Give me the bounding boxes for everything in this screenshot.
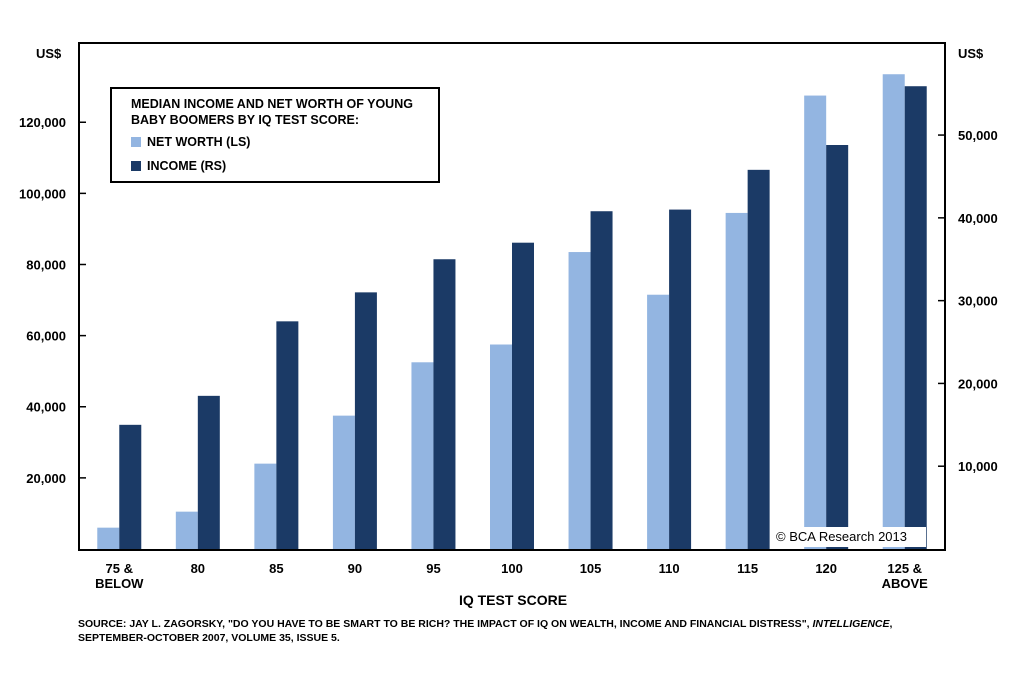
right-tick-label-0: 10,000 (958, 459, 998, 474)
category-label-3-0: 90 (348, 561, 362, 576)
income-bar-4 (433, 259, 456, 549)
source-note: SOURCE: JAY L. ZAGORSKY, "DO YOU HAVE TO… (78, 617, 958, 645)
income-bar-9 (826, 145, 849, 549)
category-label-6-0: 105 (580, 561, 602, 576)
net-worth-bar-3 (332, 415, 355, 549)
left-tick-label-5: 120,000 (19, 115, 66, 130)
legend-item-net-worth: NET WORTH (LS) (131, 135, 250, 149)
income-bar-2 (276, 321, 299, 549)
category-label-10-0: 125 & (887, 561, 922, 576)
right-tick-label-3: 40,000 (958, 211, 998, 226)
category-label-10-1: ABOVE (882, 576, 929, 591)
left-tick-label-4: 100,000 (19, 186, 66, 201)
source-journal: INTELLIGENCE (812, 618, 890, 630)
net-worth-bar-9 (804, 95, 827, 550)
plot-frame (78, 42, 946, 551)
income-bar-0 (119, 424, 142, 549)
income-bar-1 (197, 395, 220, 549)
category-label-5-0: 100 (501, 561, 523, 576)
legend-item-income: INCOME (RS) (131, 159, 226, 173)
source-line2: SEPTEMBER-OCTOBER 2007, VOLUME 35, ISSUE… (78, 632, 340, 644)
category-label-8-0: 115 (737, 561, 758, 576)
net-worth-bar-7 (647, 294, 670, 549)
source-text-after: , (889, 618, 893, 630)
net-worth-bar-5 (490, 344, 512, 549)
net-worth-bar-0 (97, 527, 120, 549)
legend-label-net-worth: NET WORTH (LS) (147, 135, 251, 149)
left-tick-label-1: 40,000 (26, 400, 66, 415)
left-tick-label-0: 20,000 (26, 471, 66, 486)
net-worth-bar-6 (568, 252, 591, 549)
net-worth-bar-10 (882, 74, 905, 549)
income-bar-5 (512, 242, 534, 549)
net-worth-bar-4 (411, 362, 434, 549)
legend-label-income: INCOME (RS) (147, 159, 227, 173)
income-bar-10 (904, 86, 927, 549)
category-label-1-0: 80 (191, 561, 205, 576)
right-tick-label-1: 20,000 (958, 376, 998, 391)
left-tick-label-2: 60,000 (26, 329, 66, 344)
category-label-9-0: 120 (815, 561, 837, 576)
income-bar-8 (747, 169, 770, 549)
net-worth-bar-8 (725, 212, 748, 549)
legend: MEDIAN INCOME AND NET WORTH OF YOUNG BAB… (110, 87, 440, 183)
right-tick-label-4: 50,000 (958, 128, 998, 143)
chart-title: MEDIAN INCOME AND NET WORTH OF YOUNG BAB… (131, 97, 413, 127)
category-label-7-0: 110 (659, 561, 680, 576)
right-axis-unit: US$ (958, 46, 984, 61)
bars-layer (97, 74, 927, 550)
x-axis-title: IQ TEST SCORE (458, 592, 568, 608)
right-tick-label-2: 30,000 (958, 294, 998, 309)
legend-swatch-income (131, 161, 141, 171)
category-label-0-1: BELOW (95, 576, 144, 591)
source-text: SOURCE: JAY L. ZAGORSKY, "DO YOU HAVE TO… (78, 618, 813, 630)
income-bar-3 (354, 292, 377, 549)
copyright-watermark: © BCA Research 2013 (772, 527, 926, 547)
net-worth-bar-2 (254, 463, 277, 549)
income-bar-7 (669, 209, 692, 549)
left-axis-unit: US$ (36, 46, 62, 61)
net-worth-bar-1 (175, 511, 198, 549)
legend-swatch-net-worth (131, 137, 141, 147)
category-label-4-0: 95 (426, 561, 440, 576)
category-labels: 75 &BELOW 80 85 90 95 100 105 110 115 120 125 &ABO… (95, 561, 928, 591)
category-label-0-0: 75 & (106, 561, 133, 576)
category-label-2-0: 85 (269, 561, 283, 576)
income-bar-6 (590, 211, 613, 550)
ticks-layer: 20,000 40,000 60,000 80,000 100,000 120,000 10… (19, 115, 998, 486)
left-tick-label-3: 80,000 (26, 257, 66, 272)
